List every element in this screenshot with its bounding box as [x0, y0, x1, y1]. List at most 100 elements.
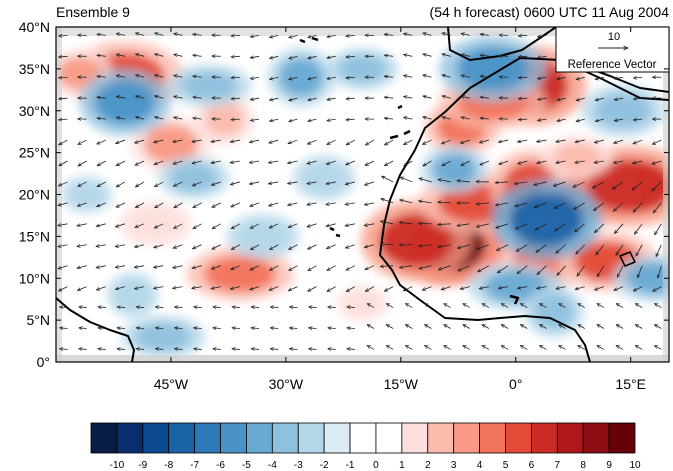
wind-vector — [578, 304, 585, 308]
wind-vector — [135, 160, 145, 166]
wind-vector — [116, 54, 126, 56]
wind-vector — [270, 349, 279, 350]
wind-vector — [231, 35, 240, 36]
wind-vector — [97, 118, 106, 119]
y-tick-label: 20°N — [19, 187, 50, 203]
wind-vector — [116, 34, 126, 36]
coast-bioko — [509, 294, 520, 305]
wind-vector — [423, 96, 432, 98]
wind-vector — [576, 98, 585, 100]
wind-vector — [154, 223, 164, 229]
wind-vector — [655, 244, 662, 257]
wind-vector — [498, 287, 509, 289]
wind-vector — [578, 345, 585, 350]
wind-vector — [346, 286, 356, 292]
wind-vector — [536, 244, 547, 253]
wind-vector — [384, 160, 394, 166]
wind-vector — [116, 96, 126, 98]
wind-vector — [425, 325, 432, 329]
wind-vector — [134, 286, 145, 289]
wind-vector — [345, 224, 355, 226]
wind-vector — [403, 75, 413, 77]
wind-vector — [289, 328, 298, 329]
wind-vector — [538, 98, 547, 99]
wind-vector — [115, 286, 126, 290]
anomaly-blob — [457, 46, 529, 91]
wind-vector — [270, 307, 279, 308]
wind-vector — [438, 179, 451, 183]
wind-vector — [380, 266, 394, 267]
wind-vector — [78, 160, 87, 166]
colorbar-swatch — [505, 422, 532, 454]
anomaly-blob — [587, 159, 669, 213]
wind-vector — [174, 202, 183, 208]
anomaly-blob — [204, 101, 245, 137]
wind-vector — [386, 325, 394, 329]
wind-vector — [193, 55, 202, 56]
wind-vector — [153, 287, 164, 289]
wind-vector — [460, 286, 470, 290]
wind-vector — [97, 181, 106, 187]
wind-vector — [480, 76, 489, 77]
wind-vector — [232, 307, 240, 308]
y-tick-label: 10°N — [19, 270, 50, 286]
wind-vector — [386, 345, 394, 350]
wind-vector — [193, 118, 202, 119]
wind-vector — [559, 345, 566, 350]
wind-vector — [478, 265, 490, 272]
wind-vector — [309, 328, 317, 329]
wind-vector — [652, 139, 662, 145]
wind-vector — [97, 139, 106, 145]
wind-vector — [463, 304, 470, 308]
wind-vector — [58, 245, 68, 247]
colorbar-label: -3 — [294, 460, 303, 471]
wind-vector — [442, 33, 451, 35]
wind-vector — [269, 202, 279, 206]
wind-vector — [501, 325, 509, 329]
wind-vector — [116, 75, 126, 77]
y-tick-label: 25°N — [19, 145, 50, 161]
wind-vector — [632, 160, 643, 163]
x-tick-label: 15°W — [384, 376, 419, 392]
colorbar-label: -4 — [268, 460, 277, 471]
wind-vector — [438, 224, 451, 225]
wind-vector — [270, 328, 279, 329]
wind-vector — [270, 244, 279, 250]
wind-vector — [438, 244, 451, 247]
wind-vector — [557, 265, 566, 276]
wind-vector — [250, 56, 260, 58]
wind-vector — [155, 202, 164, 208]
wind-vector — [518, 56, 528, 57]
wind-vector — [192, 287, 202, 289]
wind-vector — [518, 77, 528, 78]
wind-vector — [211, 287, 221, 289]
wind-vector — [423, 117, 432, 119]
wind-vector — [60, 307, 68, 308]
wind-vector — [595, 119, 604, 121]
wind-vector — [442, 96, 451, 98]
colorbar-label: 5 — [503, 460, 509, 471]
wind-vector — [655, 223, 662, 235]
wind-vector — [442, 160, 451, 166]
wind-vector — [251, 349, 260, 350]
wind-vector — [595, 77, 604, 79]
anomaly-blob — [181, 71, 238, 100]
wind-vector — [117, 307, 125, 308]
wind-vector — [250, 244, 260, 250]
colorbar-label: 2 — [425, 460, 431, 471]
wind-vector — [269, 119, 279, 121]
wind-vector — [77, 245, 87, 247]
wind-vector — [231, 56, 240, 57]
wind-vector — [249, 161, 260, 163]
wind-vector — [135, 139, 145, 143]
wind-vector — [538, 56, 547, 57]
wind-vector — [213, 307, 221, 308]
wind-vector — [269, 35, 279, 37]
anomaly-blob — [115, 279, 150, 311]
wind-vector — [174, 307, 183, 308]
wind-vector — [174, 117, 183, 119]
anomaly-blob — [131, 208, 181, 239]
wind-vector — [116, 160, 126, 166]
wind-vector — [97, 76, 106, 77]
anomaly-blob — [204, 256, 276, 292]
